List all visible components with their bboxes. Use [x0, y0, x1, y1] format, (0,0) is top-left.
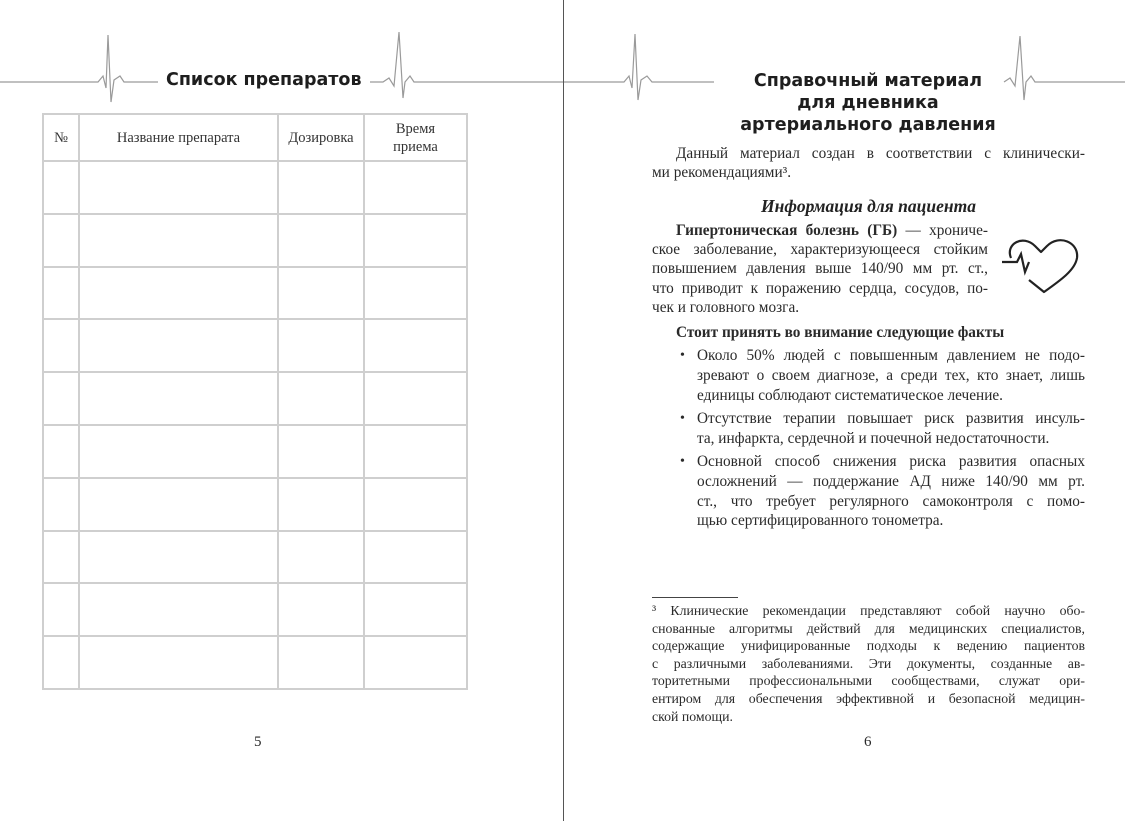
bullet-line: Около 50% людей с повышенным давлением н… — [697, 347, 1085, 364]
table-cell — [277, 212, 365, 268]
footnote-line: с различными заболеваниями. Эти документ… — [652, 655, 1085, 671]
table-cell — [277, 160, 365, 215]
bullet-line: щью сертифицированного тонометра. — [697, 512, 944, 530]
table-cell — [78, 212, 279, 268]
footnote-rule — [652, 597, 738, 598]
table-cell — [363, 635, 468, 690]
column-header-time: Время приема — [363, 113, 468, 162]
bullet-icon: • — [680, 348, 685, 363]
title-line: для дневника — [797, 93, 939, 113]
table-row — [42, 529, 468, 585]
heart-pulse-icon — [1002, 239, 1079, 294]
table-row — [42, 265, 468, 321]
intro-line: Данный материал создан в соответствии с … — [676, 145, 1085, 162]
page-title: Список препаратов — [158, 70, 370, 90]
table-cell — [277, 476, 365, 532]
table-cell — [42, 476, 80, 532]
column-header-name: Название препарата — [78, 113, 279, 162]
bullet-line: единицы соблюдают систематическое лечени… — [697, 386, 1003, 404]
footnote-line: содержащие унифицированные подходы к вед… — [652, 638, 1085, 654]
table-cell — [78, 423, 279, 479]
title-line: Справочный материал — [753, 71, 983, 91]
table-cell — [277, 529, 365, 585]
bullet-line: та, инфаркта, сердечной и почечной недос… — [697, 429, 1050, 447]
table-cell — [363, 529, 468, 585]
footnote-line: ентиром для обеспечения эффективной и бе… — [652, 691, 1085, 706]
intro-line: ми рекомендациями³. — [652, 164, 792, 181]
table-cell — [277, 318, 365, 374]
table-row — [42, 212, 468, 268]
column-header-dosage: Дозировка — [277, 113, 365, 162]
table-row — [42, 160, 468, 215]
page-number: 5 — [254, 734, 262, 750]
table-cell — [42, 265, 80, 321]
bullet-icon: • — [680, 410, 685, 426]
table-cell — [42, 635, 80, 690]
right-page: Справочный материал для дневника артериа… — [564, 0, 1125, 821]
table-cell — [42, 423, 80, 479]
table-cell — [78, 371, 279, 426]
table-cell — [42, 160, 80, 215]
table-cell — [277, 582, 365, 638]
table-row — [42, 476, 468, 532]
table-row — [42, 635, 468, 690]
table-cell — [363, 423, 468, 479]
table-row — [42, 423, 468, 479]
table-cell — [78, 318, 279, 374]
table-row — [42, 318, 468, 374]
title-line: артериального давления — [740, 115, 996, 135]
table-cell — [277, 371, 365, 426]
page-title: Справочный материал для дневника артериа… — [714, 70, 1022, 136]
table-cell — [277, 265, 365, 321]
table-cell — [363, 160, 468, 215]
table-cell — [78, 160, 279, 215]
table-row — [42, 582, 468, 638]
table-cell — [42, 582, 80, 638]
footnote-line: снованные алгоритмы действий для медицин… — [652, 620, 1085, 636]
ecg-line-decoration — [0, 31, 563, 103]
gb-text: — хрониче- — [897, 222, 989, 239]
table-cell — [277, 635, 365, 690]
gb-line: что приводит к поражению сердца, сосудов… — [652, 279, 988, 297]
bullet-line: осложнений — поддержание АД ниже 140/90 … — [697, 472, 1085, 490]
footnote-line: ской помощи. — [652, 708, 733, 724]
gb-term: Гипертоническая болезнь (ГБ) — [676, 222, 898, 239]
table-cell — [78, 476, 279, 532]
facts-heading: Стоит принять во внимание следующие факт… — [676, 324, 1005, 341]
bullet-line: Отсутствие терапии повышает риск развити… — [697, 409, 1085, 427]
table-cell — [363, 582, 468, 638]
table-row — [42, 371, 468, 426]
section-heading: Информация для пациента — [761, 196, 976, 216]
gb-line: чек и головного мозга. — [652, 298, 800, 316]
gb-line: ское заболевание, характеризующееся стой… — [652, 241, 988, 259]
gb-first-line: Гипертоническая болезнь (ГБ) — хрониче- — [676, 222, 988, 240]
bullet-line: Основной способ снижения риска развития … — [697, 453, 1085, 470]
table-cell — [363, 371, 468, 426]
bullet-line: зревают о своем диагнозе, а среди тех, к… — [697, 366, 1085, 384]
table-cell — [42, 529, 80, 585]
table-cell — [363, 476, 468, 532]
ecg-line-decoration — [564, 33, 1125, 101]
column-header-number: № — [42, 113, 80, 162]
table-cell — [78, 265, 279, 321]
gb-line: повышением давления выше 140/90 мм рт. с… — [652, 260, 988, 278]
table-cell — [42, 318, 80, 374]
table-cell — [363, 265, 468, 321]
table-cell — [277, 423, 365, 479]
table-cell — [363, 318, 468, 374]
footnote-line: торитетными профессиональными сообщества… — [652, 673, 1085, 689]
table-cell — [78, 635, 279, 690]
page-gutter — [563, 0, 564, 821]
bullet-line: ст., что требует регулярного самоконтрол… — [697, 492, 1085, 510]
table-cell — [78, 529, 279, 585]
table-cell — [42, 212, 80, 268]
table-cell — [363, 212, 468, 268]
bullet-icon: • — [680, 454, 685, 469]
page-number: 6 — [864, 734, 872, 750]
table-cell — [42, 371, 80, 426]
table-cell — [78, 582, 279, 638]
footnote-line: ³ Клинические рекомендации представляют … — [652, 603, 1085, 618]
medication-table: № Название препарата Дозировка Время при… — [42, 113, 468, 690]
left-page: Список препаратов № Название препарата Д… — [0, 31, 563, 750]
